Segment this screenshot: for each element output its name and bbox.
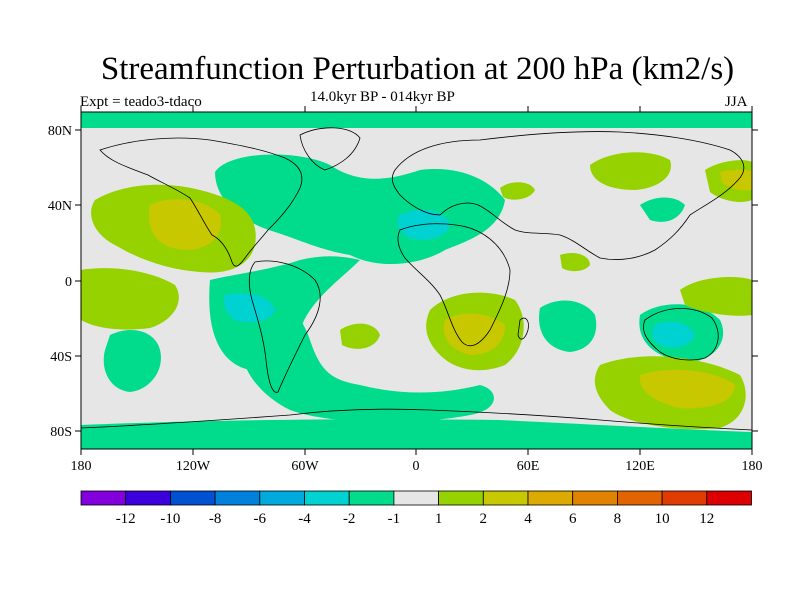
colorbar-box [348, 490, 395, 506]
contour-region-negative [240, 299, 494, 422]
colorbar [80, 490, 752, 506]
contour-fill-layer [81, 112, 752, 449]
longitude-labels: 180 120W 60W 0 60E 120E 180 [71, 459, 763, 474]
colorbar-box [393, 490, 439, 506]
lat-label: 40N [48, 199, 72, 214]
lon-label: 60E [517, 459, 540, 474]
colorbar-label: 12 [699, 511, 714, 527]
colorbar-box [706, 490, 752, 506]
coastline-africa [397, 223, 511, 347]
lon-label: 60W [291, 459, 319, 474]
lon-label: 180 [742, 459, 763, 474]
colorbar-box [125, 490, 171, 506]
lon-label: 0 [413, 459, 420, 474]
contour-region-positive [560, 253, 590, 272]
lon-label: 120E [625, 459, 655, 474]
colorbar-label: 2 [480, 511, 488, 527]
colorbar-box [438, 490, 484, 506]
colorbar-label: -4 [298, 511, 311, 527]
lon-label: 120W [176, 459, 211, 474]
colorbar-label: 1 [435, 511, 443, 527]
colorbar-box [661, 490, 708, 506]
contour-region-positive-core [639, 369, 735, 409]
colorbar-box [572, 490, 618, 506]
contour-region-positive [590, 152, 671, 190]
colorbar-box [169, 490, 216, 506]
contour-region-negative [81, 419, 752, 449]
latitude-labels: 80N 40N 0 40S 80S [48, 124, 72, 440]
contour-region-negative [539, 300, 597, 352]
contour-region-positive [81, 268, 179, 330]
colorbar-labels: -12 -10 -8 -6 -4 -2 -1 1 2 4 6 8 10 12 [116, 511, 715, 527]
colorbar-box [304, 490, 350, 506]
colorbar-box [259, 490, 305, 506]
lat-label: 80S [50, 425, 72, 440]
contour-region-positive-core [720, 169, 752, 191]
contour-region-negative [103, 330, 161, 392]
coastlines [81, 127, 752, 431]
coastline-south-america [248, 260, 321, 393]
colorbar-label: -12 [116, 511, 136, 527]
colorbar-label: -1 [388, 511, 401, 527]
plot-title: Streamfunction Perturbation at 200 hPa (… [100, 51, 735, 87]
coastline-australia [643, 308, 719, 361]
colorbar-label: 4 [524, 511, 532, 527]
colorbar-label: 8 [614, 511, 622, 527]
colorbar-label: -6 [254, 511, 267, 527]
contour-region-positive [680, 277, 752, 316]
colorbar-box [617, 490, 663, 506]
contour-region-negative-core [223, 293, 275, 323]
colorbar-label: -2 [343, 511, 356, 527]
colorbar-label: -10 [160, 511, 180, 527]
contour-region-positive [340, 323, 380, 349]
lat-label: 0 [65, 275, 72, 290]
coastline-greenland [299, 127, 361, 171]
colorbar-label: 10 [655, 511, 670, 527]
colorbar-box [527, 490, 574, 506]
lon-label: 180 [71, 459, 92, 474]
lat-label: 80N [48, 124, 72, 139]
contour-region-negative-core [652, 321, 695, 348]
contour-region-positive [500, 182, 535, 200]
colorbar-box [482, 490, 529, 506]
experiment-label: Expt = teado3-tdaco [80, 94, 202, 110]
coastline-antarctica [81, 408, 752, 431]
contour-region-negative [81, 112, 752, 128]
longitude-axis [80, 106, 753, 455]
season-label: JJA [725, 94, 748, 110]
colorbar-label: 6 [569, 511, 577, 527]
coastline-north-america [99, 137, 303, 267]
coastline-madagascar [517, 317, 529, 340]
colorbar-label: -8 [209, 511, 222, 527]
contour-region-positive-core [149, 199, 221, 250]
coastline-eurasia [391, 131, 745, 260]
colorbar-box [214, 490, 261, 506]
colorbar-box [80, 490, 127, 506]
contour-region-negative [640, 197, 685, 222]
contour-region-positive-core [443, 313, 505, 355]
plot-subtitle: 14.0kyr BP - 014kyr BP [310, 89, 455, 105]
lat-label: 40S [50, 350, 72, 365]
latitude-axis [75, 129, 758, 432]
